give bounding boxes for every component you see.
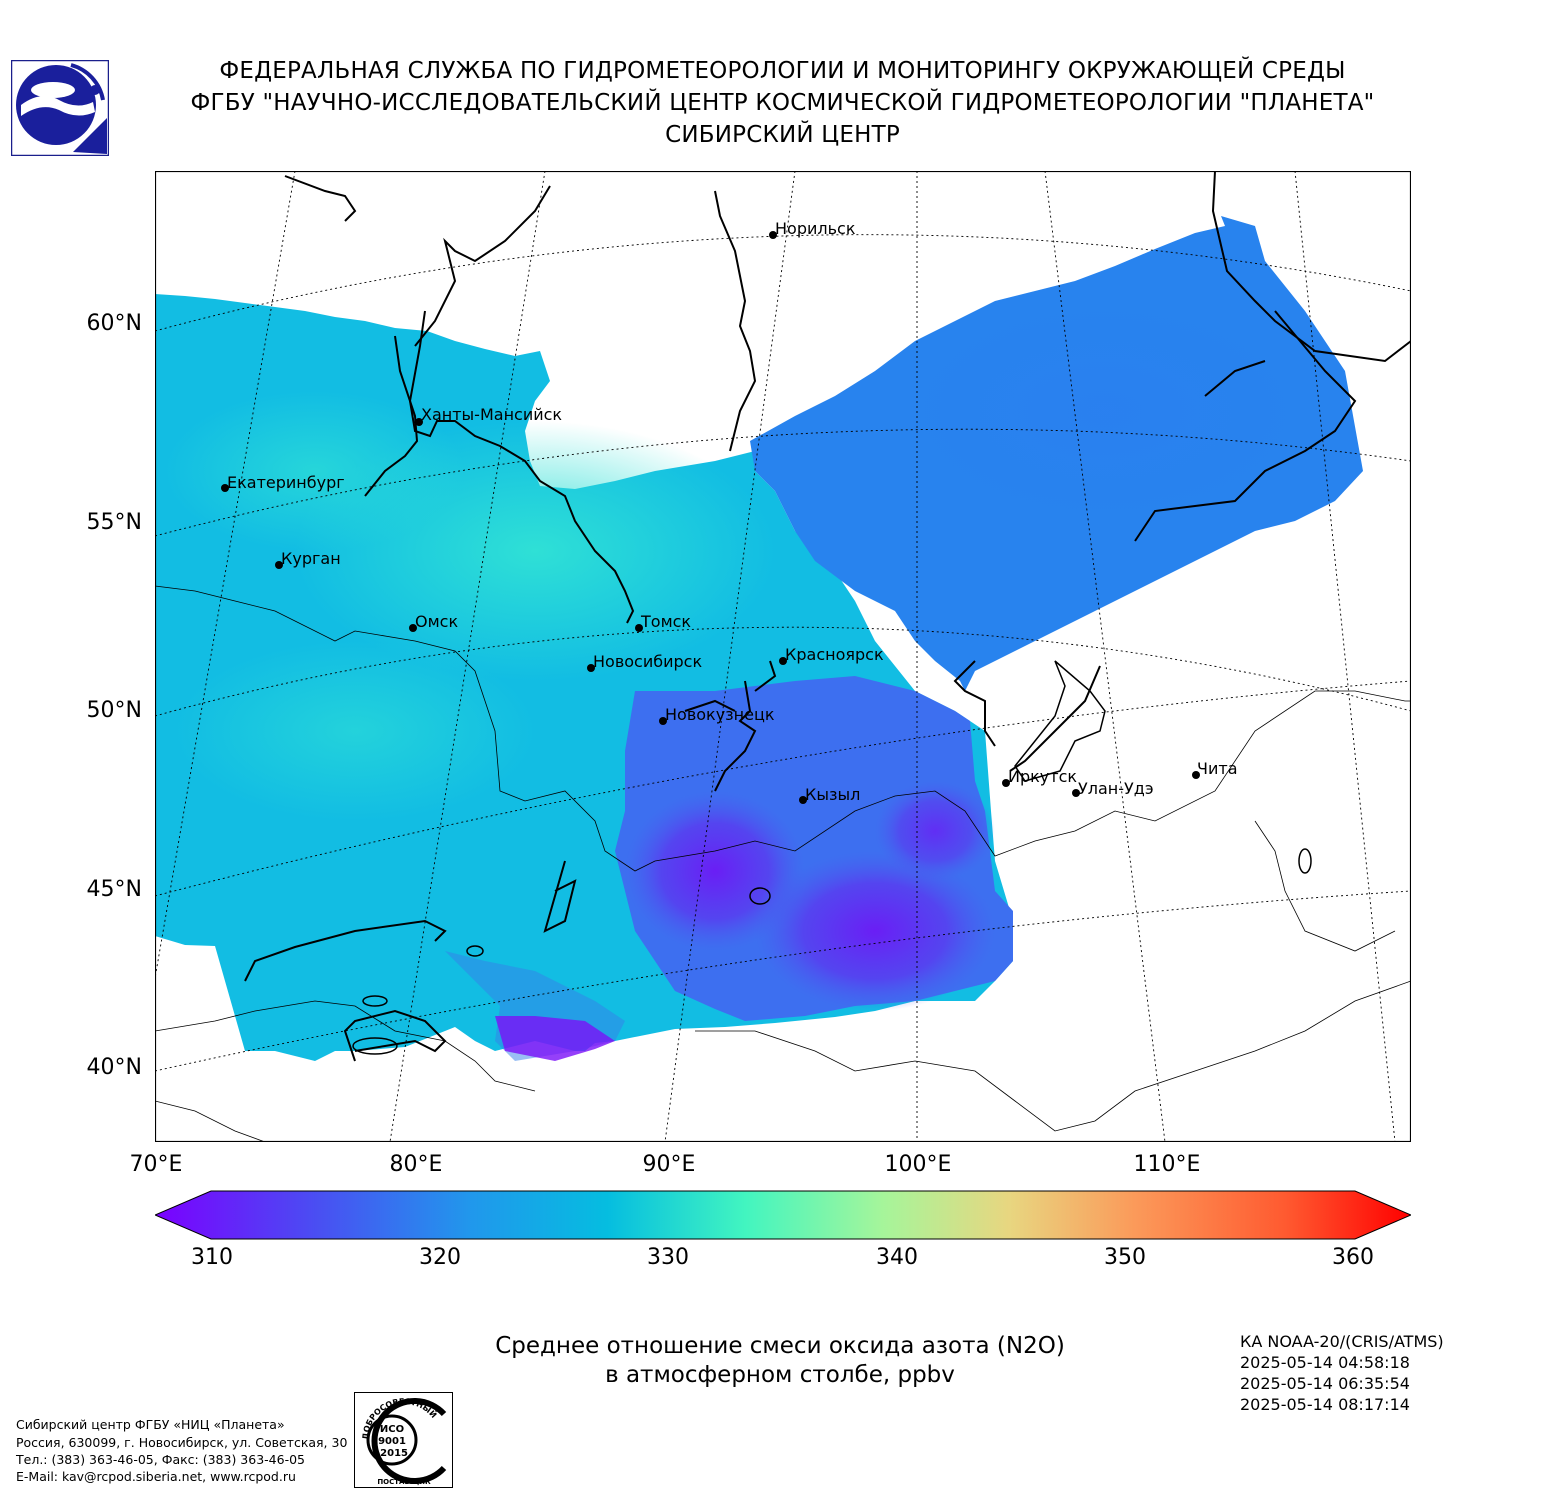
city-label-irkutsk: Иркутск (1008, 767, 1078, 786)
city-markers (221, 231, 1200, 804)
city-label-krasnoyarsk: Красноярск (785, 645, 884, 664)
colorbar-tick-310: 310 (191, 1245, 233, 1270)
lon-label-90: 90°E (642, 1152, 696, 1177)
city-marker-norilsk (769, 231, 777, 239)
city-marker-krasnoyarsk (779, 657, 787, 665)
satellite-time-1: 2025-05-14 04:58:18 (1240, 1353, 1410, 1372)
city-marker-chita (1192, 771, 1200, 779)
satellite-name: КА NOAA-20/(CRIS/ATMS) (1240, 1332, 1444, 1351)
city-marker-yekaterinburg (221, 484, 229, 492)
satellite-time-3: 2025-05-14 08:17:14 (1240, 1395, 1410, 1414)
lat-label-50: 50°N (86, 698, 142, 723)
city-label-omsk: Омск (415, 612, 459, 631)
city-label-kurgan: Курган (281, 549, 341, 568)
colorbar-tick-330: 330 (647, 1245, 689, 1270)
svg-text:-2015: -2015 (376, 1448, 408, 1459)
city-marker-kyzyl (799, 796, 807, 804)
lat-label-55: 55°N (86, 510, 142, 535)
city-marker-ulan-ude (1072, 789, 1080, 797)
header-line-1: ФЕДЕРАЛЬНАЯ СЛУЖБА ПО ГИДРОМЕТЕОРОЛОГИИ … (219, 58, 1346, 84)
city-marker-novosibirsk (587, 664, 595, 672)
city-label-norilsk: Норильск (775, 219, 856, 238)
address-line-4: E-Mail: kav@rcpod.siberia.net, www.rcpod… (16, 1469, 296, 1484)
header-line-2: ФГБУ "НАУЧНО-ИССЛЕДОВАТЕЛЬСКИЙ ЦЕНТР КОС… (190, 90, 1375, 116)
city-label-kyzyl: Кызыл (805, 785, 861, 804)
city-label-novokuznetsk: Новокузнецк (665, 705, 775, 724)
city-label-khanty-mansiysk: Ханты-Мансийск (421, 405, 563, 424)
city-marker-irkutsk (1002, 779, 1010, 787)
coastlines (244, 171, 1411, 1062)
city-marker-khanty-mansiysk (415, 418, 423, 426)
lakes (352, 660, 1312, 1055)
address-line-3: Тел.: (383) 363-46-05, Факс: (383) 363-4… (16, 1452, 306, 1467)
svg-text:ИСО: ИСО (380, 1424, 404, 1435)
borders (155, 585, 1411, 1142)
product-title-line-2: в атмосферном столбе, ppbv (605, 1362, 955, 1388)
colorbar (153, 1190, 1413, 1240)
city-marker-novokuznetsk (659, 717, 667, 725)
city-marker-omsk (409, 624, 417, 632)
city-label-chita: Чита (1197, 759, 1238, 778)
colorbar-tick-340: 340 (876, 1245, 918, 1270)
svg-text:ПОСТАВЩИК: ПОСТАВЩИК (377, 1478, 431, 1486)
map-panel (154, 170, 1412, 1143)
graticule (155, 171, 1411, 1142)
lon-label-110: 110°E (1133, 1152, 1201, 1177)
colorbar-tick-320: 320 (419, 1245, 461, 1270)
city-label-tomsk: Томск (641, 612, 692, 631)
lon-label-70: 70°E (129, 1152, 183, 1177)
lat-label-45: 45°N (86, 877, 142, 902)
satellite-time-2: 2025-05-14 06:35:54 (1240, 1374, 1410, 1393)
city-label-ulan-ude: Улан-Удэ (1078, 779, 1154, 798)
lon-label-80: 80°E (389, 1152, 443, 1177)
colorbar-tick-350: 350 (1104, 1245, 1146, 1270)
lat-label-40: 40°N (86, 1055, 142, 1080)
city-label-novosibirsk: Новосибирск (593, 652, 703, 671)
city-label-yekaterinburg: Екатеринбург (227, 473, 345, 492)
svg-text:9001: 9001 (378, 1436, 406, 1447)
product-title-line-1: Среднее отношение смеси оксида азота (N2… (495, 1333, 1065, 1359)
city-marker-kurgan (275, 561, 283, 569)
iso-9001-badge: ДОБРОСОВЕСТНЫЙ ИСО 9001 -2015 ПОСТАВЩИК (354, 1392, 453, 1488)
map-canvas (154, 170, 1412, 1143)
lat-label-60: 60°N (86, 311, 142, 336)
address-line-1: Сибирский центр ФГБУ «НИЦ «Планета» (16, 1417, 285, 1432)
colorbar-tick-360: 360 (1332, 1245, 1374, 1270)
address-line-2: Россия, 630099, г. Новосибирск, ул. Сове… (16, 1435, 348, 1450)
planeta-logo (10, 59, 110, 157)
lon-label-100: 100°E (884, 1152, 952, 1177)
city-marker-tomsk (635, 624, 643, 632)
header-line-3: СИБИРСКИЙ ЦЕНТР (665, 122, 900, 148)
